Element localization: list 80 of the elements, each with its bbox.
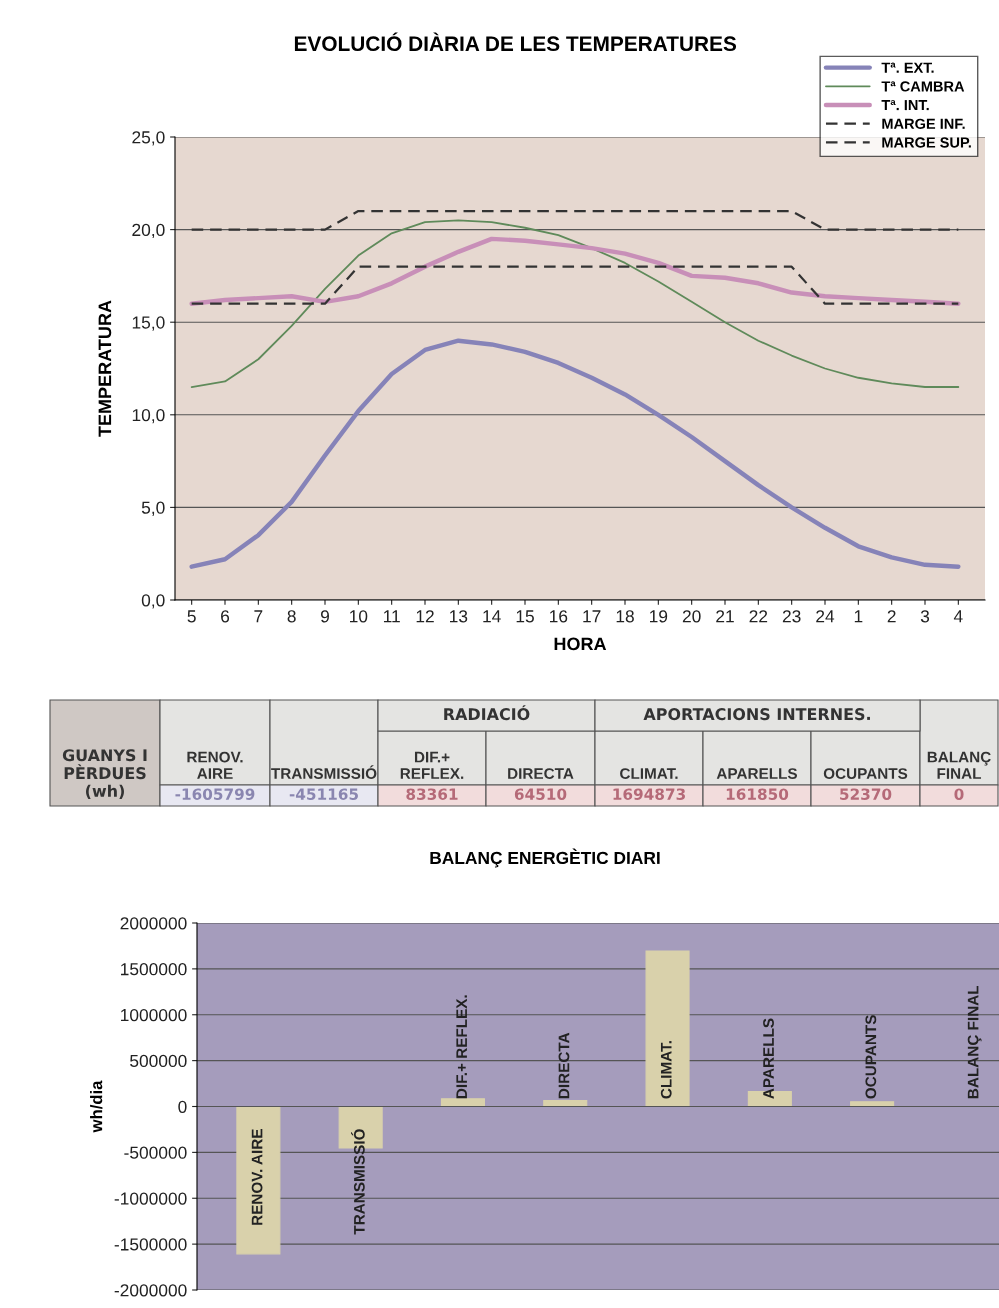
y-tick-label: -2000000: [114, 1284, 187, 1297]
line-series: [189, 236, 961, 306]
category-label: DIF.+ REFLEX.: [400, 751, 464, 779]
x-tick-label: BALANÇ FINAL: [967, 985, 982, 1099]
y-tick-label: 25,0: [132, 131, 165, 146]
data-label: 83361: [406, 788, 458, 800]
y-axis-title: TEMPERATURA: [98, 300, 112, 437]
data-label: 161850: [726, 788, 789, 800]
x-tick-label: 5: [187, 610, 196, 623]
x-tick-label: 7: [254, 610, 263, 623]
text: APORTACIONS INTERNES.: [643, 708, 870, 721]
data-label: 1694873: [613, 788, 685, 800]
category-label: TRANSMISSIÓ: [271, 765, 377, 779]
x-tick-label: APARELLS: [763, 1018, 774, 1099]
x-tick-label: 2: [887, 610, 896, 623]
x-axis-title: HORA: [554, 637, 607, 651]
bar: [236, 1105, 281, 1255]
x-tick-label: 19: [650, 610, 668, 623]
x-tick-label: 8: [287, 610, 296, 623]
text: GUANYS I PÈRDUES (wh): [62, 749, 147, 799]
data-label: 52370: [840, 788, 892, 800]
y-tick-label: 2000000: [120, 917, 187, 930]
bar: [440, 1098, 485, 1108]
chart-title: EVOLUCIÓ DIÀRIA DE LES TEMPERATURES: [294, 32, 737, 52]
y-tick-label: 0,0: [141, 594, 165, 609]
data-label: -1605799: [175, 788, 255, 800]
category-label: OCUPANTS: [823, 768, 908, 779]
category-label: RENOV. AIRE: [187, 751, 243, 779]
x-tick-label: 14: [483, 610, 501, 623]
y-axis-title: wh/dia: [90, 1080, 103, 1133]
y-tick-label: 10,0: [132, 408, 165, 424]
x-tick-label: DIF.+ REFLEX.: [456, 995, 467, 1099]
x-tick-label: CLIMAT.: [660, 1041, 672, 1099]
line-series: [190, 219, 960, 388]
x-tick-label: OCUPANTS: [865, 1015, 877, 1099]
x-tick-label: 23: [782, 610, 801, 623]
x-tick-label: 18: [616, 610, 634, 623]
y-tick-label: 1500000: [121, 963, 187, 976]
x-tick-label: 15: [516, 610, 534, 623]
y-tick-label: 20,0: [132, 223, 165, 239]
legend-label: Tª. EXT.: [881, 62, 934, 73]
legend-label: MARGE INF.: [882, 118, 965, 129]
y-tick-label: 5,0: [141, 501, 165, 516]
y-tick-label: 0: [178, 1100, 187, 1113]
chart-title: BALANÇ ENERGÈTIC DIARI: [430, 848, 660, 868]
x-tick-label: 24: [816, 610, 835, 623]
legend-label: Tª CAMBRA: [881, 81, 965, 92]
category-label: BALANÇ FINAL: [927, 751, 991, 779]
legend-label: MARGE SUP.: [882, 137, 971, 148]
x-tick-label: 13: [450, 610, 468, 623]
y-tick-label: -1500000: [114, 1238, 187, 1251]
x-tick-label: 21: [716, 610, 734, 623]
data-label: 64510: [514, 788, 567, 800]
bar: [645, 950, 690, 1108]
x-tick-label: 1: [854, 610, 863, 623]
x-tick-label: 10: [350, 610, 368, 623]
x-tick-label: 12: [416, 610, 434, 623]
data-label: -451165: [289, 788, 358, 800]
x-tick-label: 20: [682, 610, 701, 623]
x-tick-label: 3: [920, 610, 930, 623]
category-label: APARELLS: [716, 768, 798, 779]
y-tick-label: 500000: [130, 1054, 187, 1068]
y-tick-label: 1000000: [121, 1008, 187, 1022]
legend-label: Tª. INT.: [881, 100, 929, 111]
line-series: [189, 338, 961, 569]
y-tick-label: -1000000: [114, 1192, 187, 1205]
category-label: DIRECTA: [508, 768, 574, 779]
data-label: 0: [954, 788, 964, 800]
x-tick-label: 4: [953, 610, 963, 623]
x-tick-label: 22: [749, 610, 768, 623]
text: RADIACIÓ: [444, 705, 530, 721]
x-tick-label: 6: [221, 610, 230, 623]
x-tick-label: DIRECTA: [558, 1032, 570, 1099]
x-tick-label: 16: [550, 610, 568, 623]
y-tick-label: 15,0: [132, 316, 165, 331]
category-label: CLIMAT.: [620, 768, 678, 779]
y-tick-label: -500000: [124, 1146, 187, 1159]
x-tick-label: 17: [583, 610, 601, 623]
x-tick-label: 11: [383, 610, 400, 623]
x-tick-label: 9: [320, 610, 330, 623]
